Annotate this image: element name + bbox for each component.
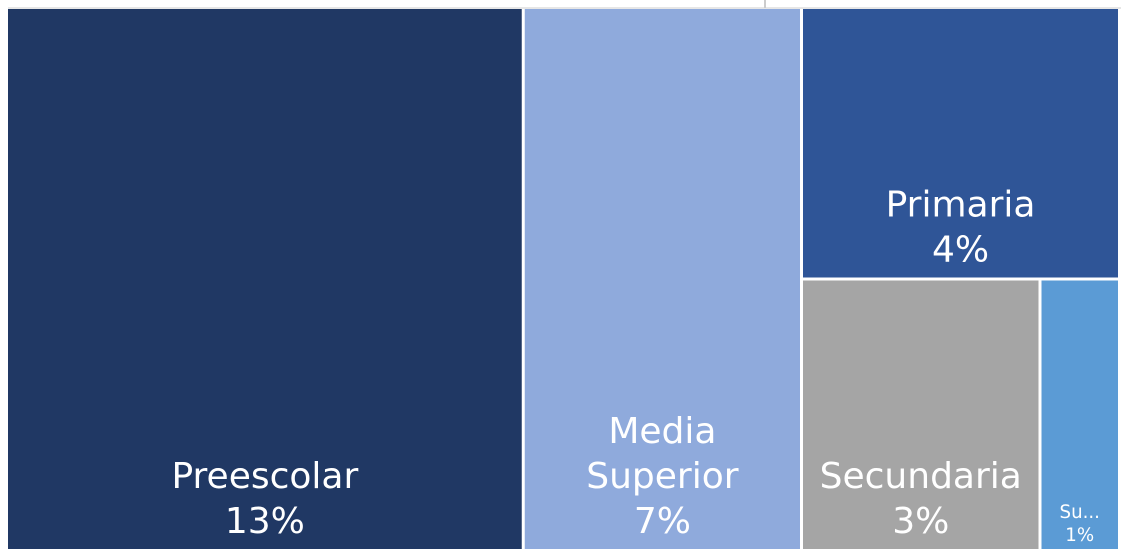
tile bbox=[524, 9, 800, 549]
tile-label: Media Superior bbox=[586, 411, 738, 497]
tile-label: Secundaria bbox=[820, 456, 1022, 497]
value-label: 4% bbox=[932, 229, 989, 270]
tile-label: Primaria bbox=[886, 184, 1036, 225]
value-label: 13% bbox=[225, 501, 305, 542]
value-label: 1% bbox=[1065, 525, 1094, 546]
tile bbox=[8, 9, 522, 549]
value-label: 3% bbox=[892, 501, 949, 542]
tile bbox=[803, 280, 1039, 549]
tile-label: Su... bbox=[1060, 502, 1100, 523]
tile bbox=[1041, 280, 1118, 549]
value-label: 7% bbox=[634, 501, 691, 542]
tile bbox=[803, 9, 1118, 278]
tile-label: Preescolar bbox=[171, 456, 358, 497]
